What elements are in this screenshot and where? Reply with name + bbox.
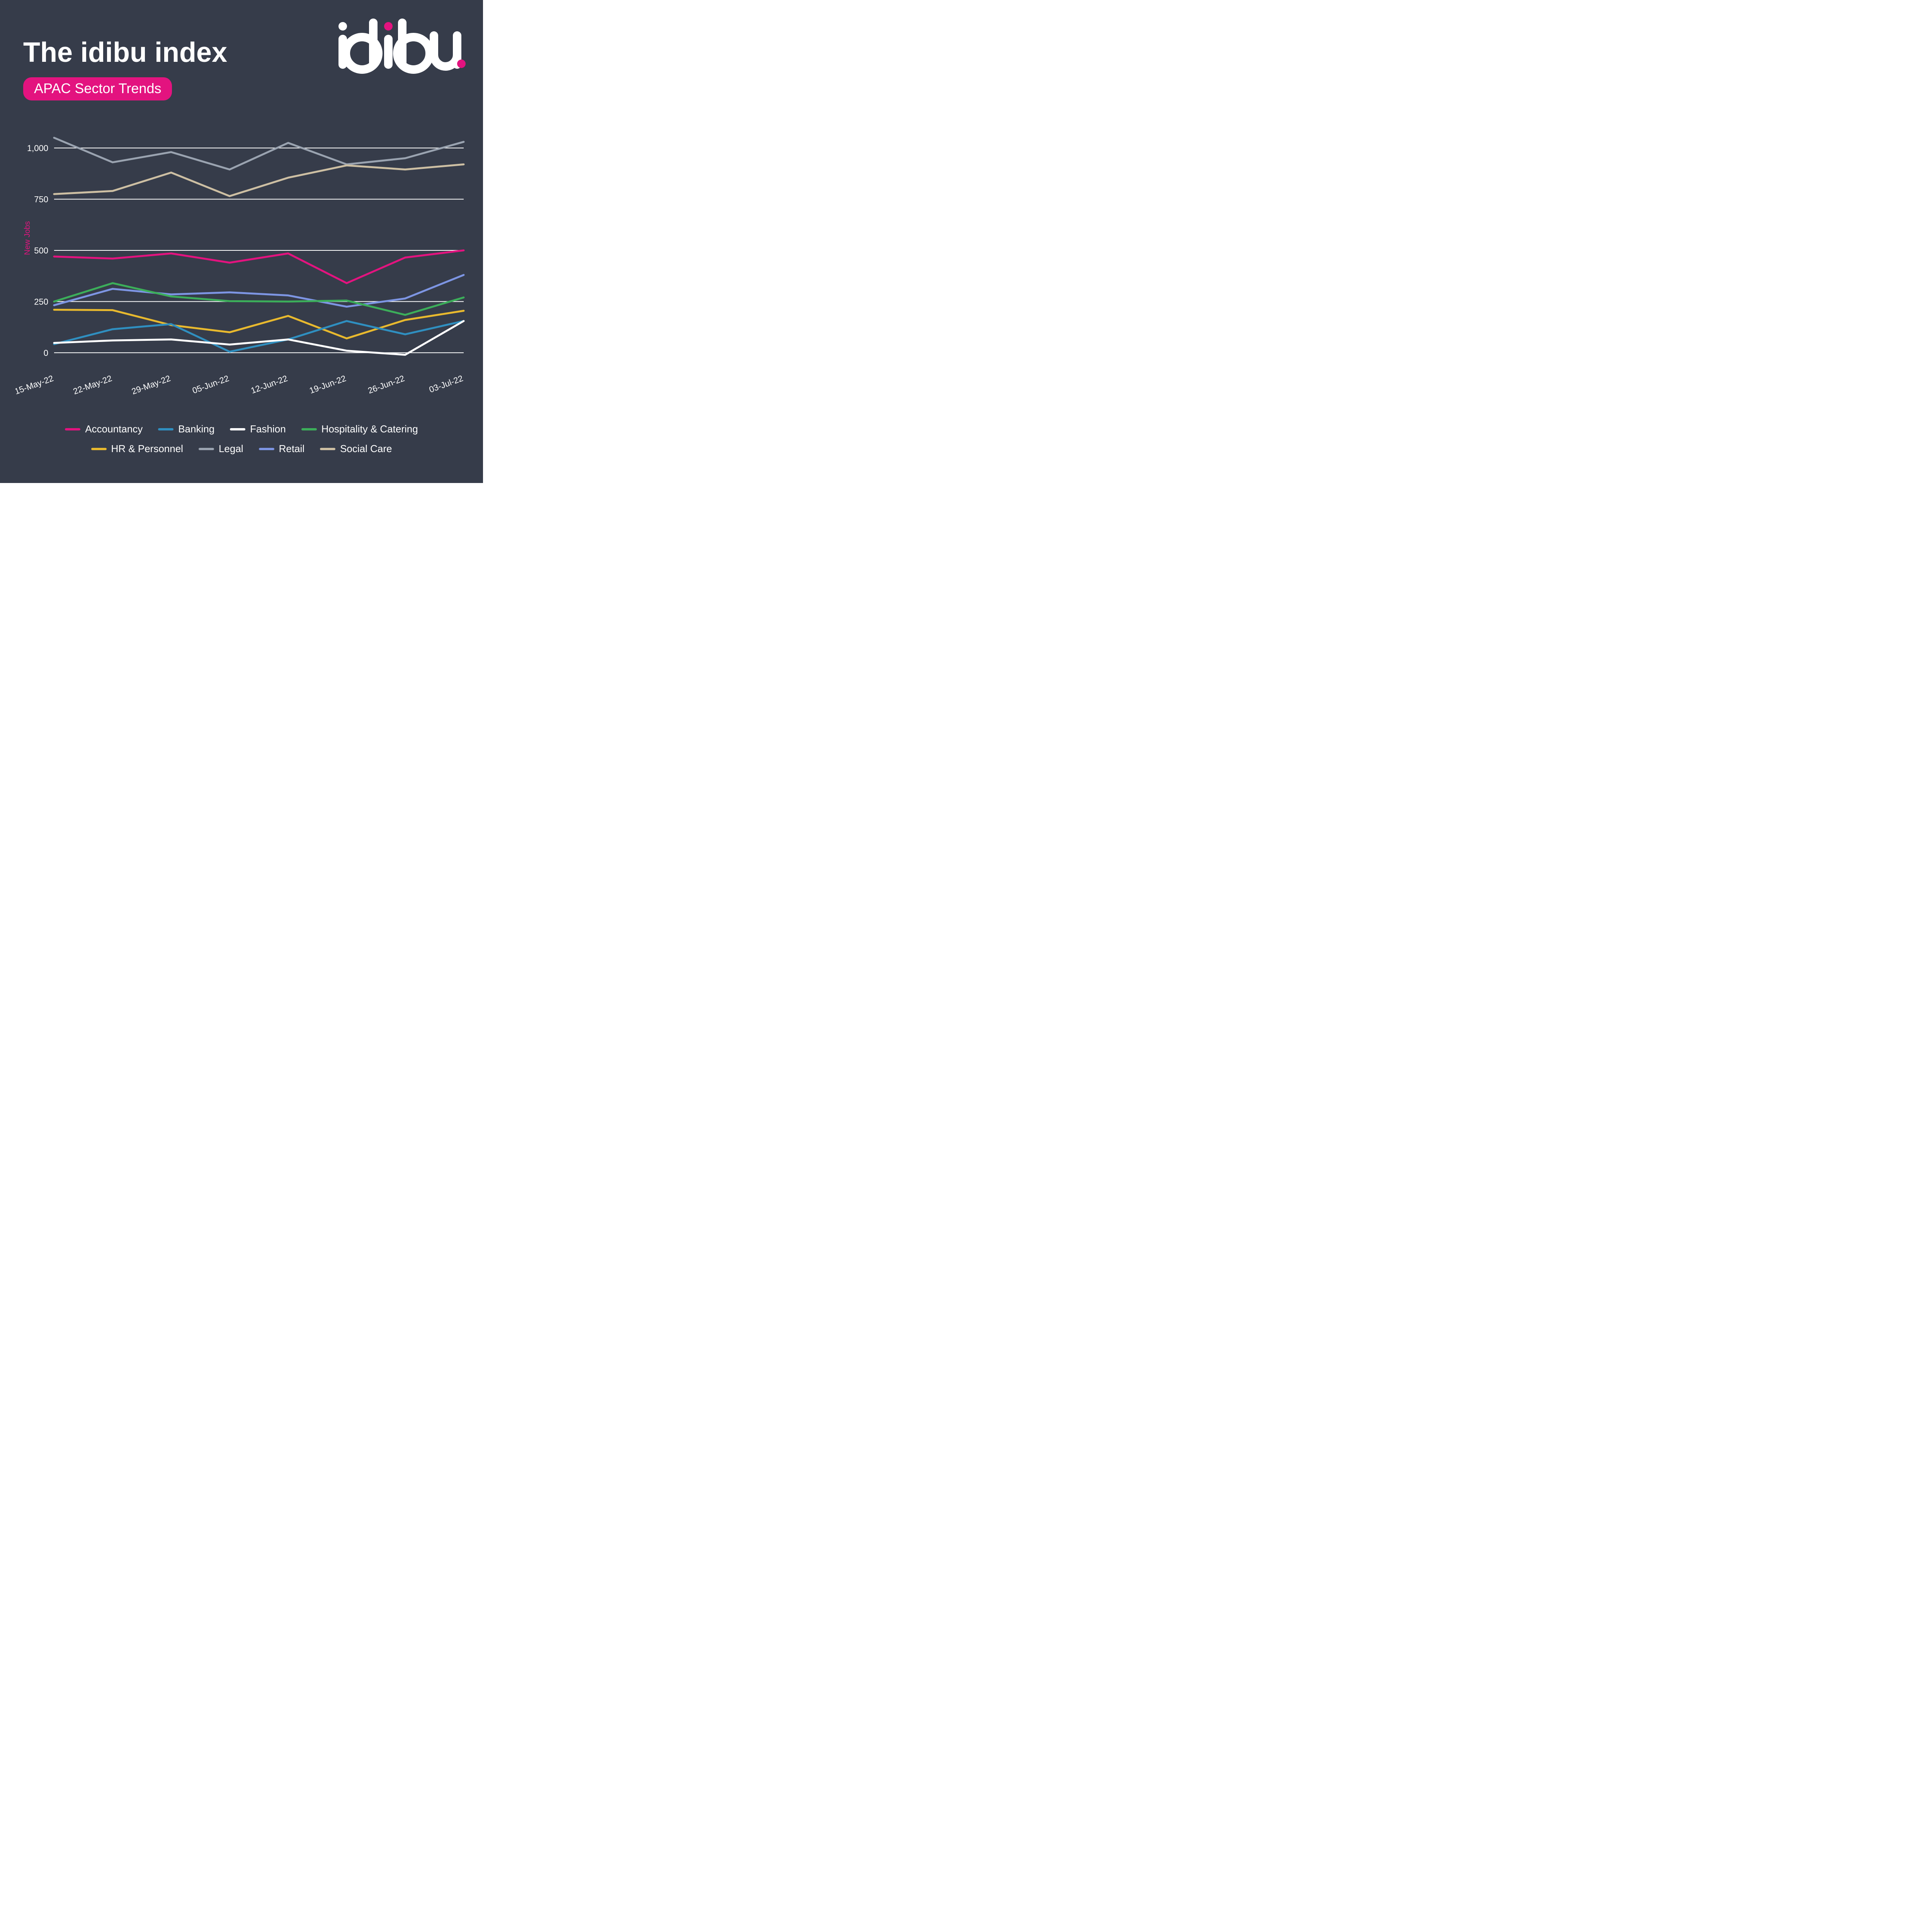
x-tick-label: 03-Jul-22 (428, 373, 464, 395)
legend-item: Social Care (320, 443, 392, 455)
legend-item: HR & Personnel (91, 443, 183, 455)
legend-swatch (91, 448, 107, 450)
series-line (54, 138, 464, 169)
legend-label: Accountancy (85, 423, 143, 435)
legend-item: Legal (199, 443, 243, 455)
legend-item: Fashion (230, 423, 286, 435)
chart-canvas: The idibu index APAC Sector Trends New J… (0, 0, 483, 483)
legend-swatch (199, 448, 214, 450)
x-tick-label: 29-May-22 (130, 373, 172, 396)
x-tick-label: 05-Jun-22 (191, 373, 230, 395)
legend-label: Hospitality & Catering (321, 423, 418, 435)
logo-period-dot (457, 60, 466, 68)
legend-row: HR & Personnel Legal Retail Social Care (0, 443, 483, 455)
series-line (54, 164, 464, 196)
x-tick-label: 15-May-22 (15, 373, 55, 396)
series-line (54, 250, 464, 283)
legend-label: Fashion (250, 423, 286, 435)
legend-swatch (158, 428, 173, 430)
legend-label: Retail (279, 443, 304, 455)
y-tick-label: 0 (44, 348, 48, 358)
legend-item: Accountancy (65, 423, 143, 435)
y-tick-label: 750 (34, 194, 48, 204)
line-chart: 0 250 500 750 1,000 15-May-22 22-May-22 29-May-… (15, 128, 471, 398)
legend-swatch (65, 428, 80, 430)
legend-item: Retail (259, 443, 304, 455)
legend-label: Social Care (340, 443, 392, 455)
logo-svg (334, 19, 462, 77)
legend-swatch (301, 428, 317, 430)
series-line (54, 321, 464, 355)
legend-label: Legal (219, 443, 243, 455)
legend-item: Banking (158, 423, 214, 435)
x-tick-label: 12-Jun-22 (250, 373, 289, 395)
legend-label: Banking (178, 423, 214, 435)
brand-logo (334, 19, 462, 77)
x-tick-label: 19-Jun-22 (308, 373, 347, 395)
legend-label: HR & Personnel (111, 443, 183, 455)
x-tick-label: 26-Jun-22 (367, 373, 406, 395)
legend-swatch (320, 448, 335, 450)
y-tick-label: 250 (34, 297, 48, 306)
y-tick-label: 500 (34, 246, 48, 255)
chart-legend: Accountancy Banking Fashion Hospitality & C… (0, 423, 483, 463)
x-tick-label: 22-May-22 (72, 373, 113, 396)
legend-swatch (230, 428, 245, 430)
series-line (54, 321, 464, 352)
subtitle-pill: APAC Sector Trends (23, 77, 172, 100)
page-title: The idibu index (23, 37, 227, 68)
legend-swatch (259, 448, 274, 450)
legend-row: Accountancy Banking Fashion Hospitality & C… (0, 423, 483, 435)
legend-item: Hospitality & Catering (301, 423, 418, 435)
y-tick-label: 1,000 (27, 143, 48, 153)
